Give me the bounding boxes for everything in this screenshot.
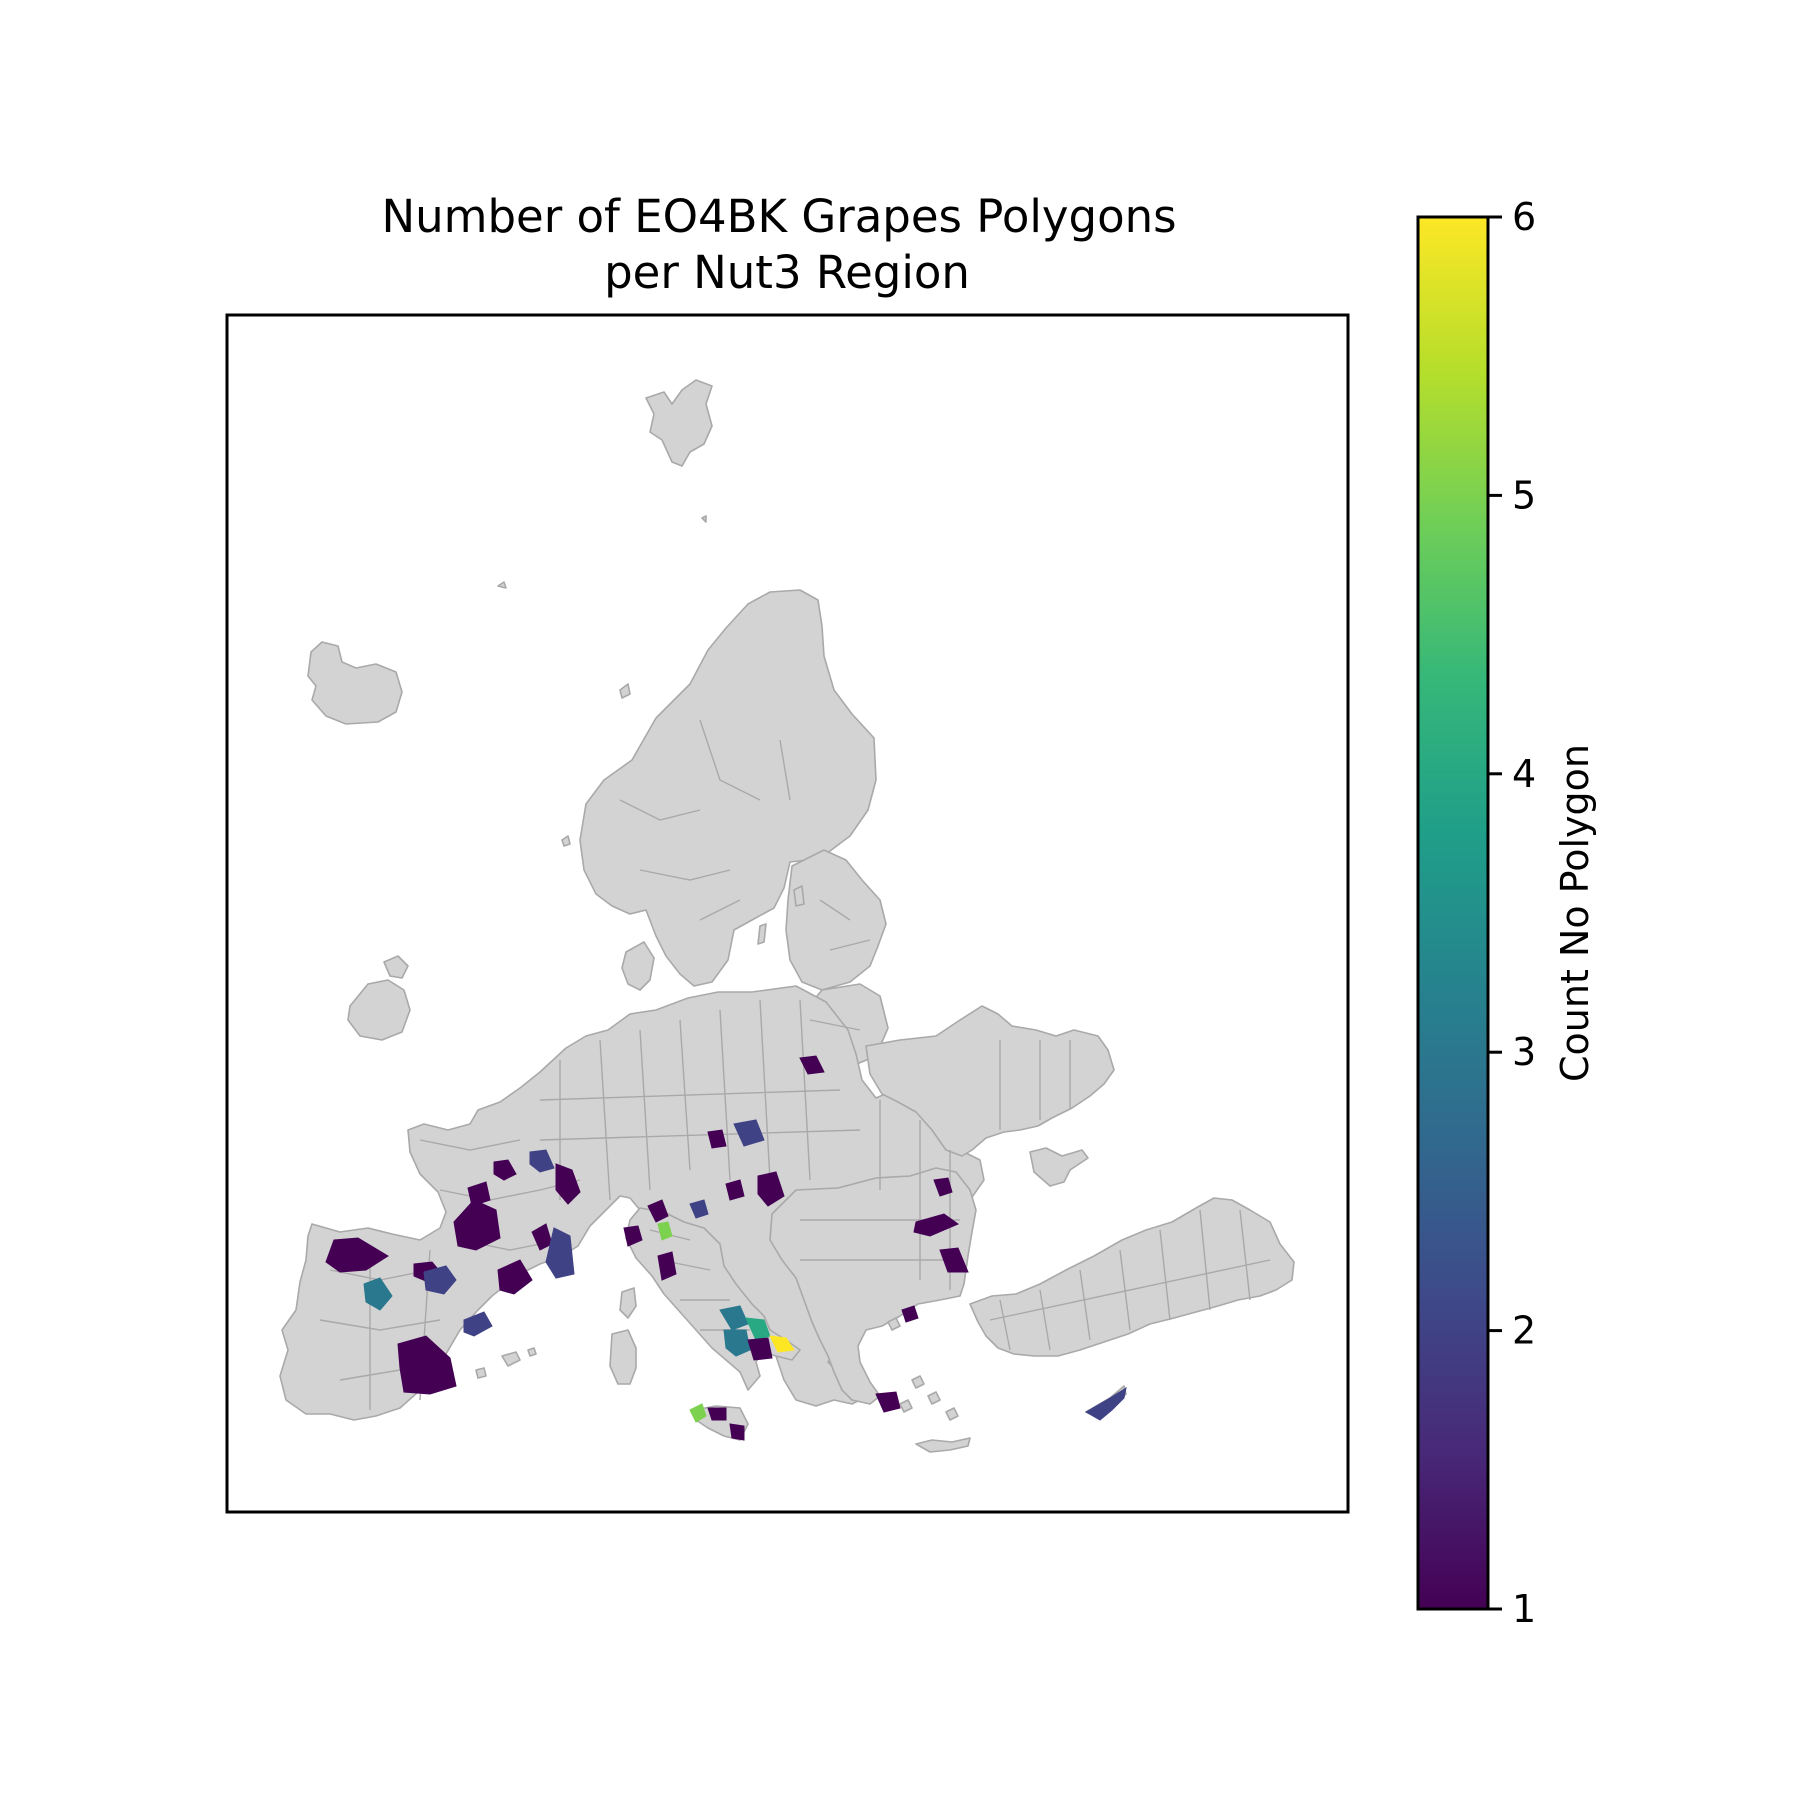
land-aegean-1 [911, 1375, 925, 1389]
chart-title-line-2: per Nut3 Region [604, 246, 970, 299]
colored-regions [325, 1055, 1127, 1441]
land-aegean-5 [887, 1317, 901, 1331]
land-sardinia [609, 1329, 637, 1385]
border-lines-turkey [989, 1209, 1271, 1351]
region-polygon [757, 1171, 785, 1207]
region-polygon [463, 1311, 493, 1337]
region-polygon [799, 1055, 825, 1075]
colorbar-gradient [1416, 215, 1490, 1611]
region-polygon [529, 1149, 555, 1173]
region-polygon [875, 1391, 901, 1413]
region-polygon [493, 1159, 517, 1181]
land-jan-mayen [497, 581, 507, 589]
region-polygon [723, 1329, 751, 1357]
land-balearic-3 [527, 1347, 537, 1357]
region-polygon [933, 1177, 953, 1197]
land-turkey [969, 1197, 1295, 1357]
region-polygon [657, 1221, 673, 1241]
colorbar-tick-label: 4 [1512, 752, 1536, 796]
region-polygon [707, 1407, 727, 1421]
colorbar-tick-label: 1 [1512, 1587, 1536, 1631]
region-polygon [555, 1163, 581, 1205]
region-polygon [729, 1423, 745, 1441]
colorbar-ticks: 1 2 3 4 5 6 [1488, 195, 1536, 1631]
region-polygon [545, 1227, 575, 1279]
colorbar: 1 2 3 4 5 6 Count No Polygon [1416, 195, 1597, 1631]
land-uk-north [383, 955, 409, 979]
region-polygon [913, 1213, 960, 1237]
land-crimea [1029, 1147, 1089, 1187]
region-polygon [719, 1305, 749, 1331]
axes-frame [225, 313, 1350, 1514]
region-polygon [423, 1265, 457, 1295]
region-polygon [647, 1199, 669, 1223]
region-polygon [467, 1181, 491, 1207]
region-polygon [939, 1247, 969, 1273]
land-crete [915, 1437, 971, 1453]
colorbar-tick-label: 6 [1512, 195, 1536, 239]
region-polygon [1085, 1386, 1127, 1421]
region-polygon [733, 1119, 765, 1147]
region-polygon [689, 1199, 709, 1219]
region-polygon [901, 1305, 919, 1323]
land-oland [757, 923, 767, 945]
land-ukraine [865, 1005, 1115, 1157]
colorbar-label: Count No Polygon [1553, 744, 1597, 1082]
colorbar-tick-label: 2 [1512, 1309, 1536, 1353]
land-ireland [347, 979, 411, 1041]
border-lines-scandinavia [619, 719, 871, 1031]
region-polygon [497, 1259, 533, 1295]
region-polygon [689, 1403, 707, 1423]
region-polygon [747, 1337, 773, 1361]
region-polygon [657, 1251, 677, 1281]
land-balearic-2 [475, 1367, 487, 1379]
land-finland [785, 849, 887, 991]
land-lofoten [619, 683, 631, 699]
region-polygon [725, 1179, 745, 1201]
region-polygon [623, 1225, 643, 1247]
land-aegean-3 [899, 1399, 913, 1413]
region-polygon [707, 1129, 727, 1149]
land-denmark [621, 941, 655, 991]
land-iceland [307, 641, 403, 725]
land-aegean-2 [927, 1391, 941, 1405]
land-aegean-4 [945, 1407, 959, 1421]
chart-title-line-1: Number of EO4BK Grapes Polygons [381, 190, 1176, 243]
region-polygon [325, 1237, 389, 1273]
colorbar-tick-label: 5 [1512, 473, 1536, 517]
region-polygon [363, 1277, 393, 1311]
border-lines-central [539, 999, 861, 1201]
land-corsica [619, 1287, 637, 1319]
land-bear-island [701, 515, 707, 523]
land-svalbard [645, 379, 713, 467]
land-balearic-1 [501, 1351, 521, 1367]
region-polygon [769, 1335, 795, 1353]
land-faroe [561, 835, 571, 847]
map-area [279, 379, 1295, 1453]
land-gotland [793, 885, 805, 907]
colorbar-tick-label: 3 [1512, 1030, 1536, 1074]
region-polygon [397, 1335, 457, 1395]
